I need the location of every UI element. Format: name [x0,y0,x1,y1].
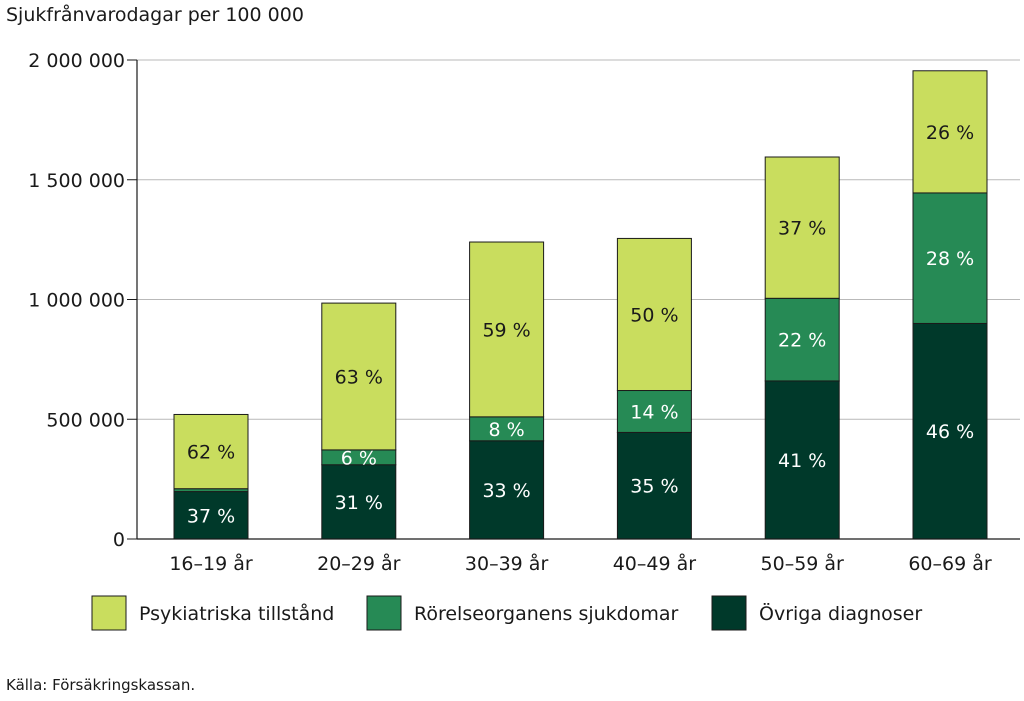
legend-item: Övriga diagnoser [711,595,922,631]
bar-segment [321,302,397,451]
x-tick-label: 30–39 år [465,552,549,575]
x-tick-label: 60–69 år [908,552,992,575]
y-axis: 0 500 000 1 000 000 1 500 000 2 000 000 [28,50,138,551]
legend: Psykiatriska tillstånd Rörelseorganens sj… [91,595,922,631]
data-label: 37 % [187,505,235,527]
x-axis: 16–19 år 20–29 år 30–39 år 40–49 år 50–59 år… [137,538,1020,575]
bar-segment [616,237,692,392]
bar-group: 41 % 22 % 37 % [764,156,840,540]
legend-label: Rörelseorganens sjukdomar [414,603,679,625]
legend-label: Psykiatriska tillstånd [139,602,334,625]
legend-label: Övriga diagnoser [759,602,922,625]
data-label: 31 % [335,492,383,514]
y-tick-label: 1 500 000 [28,170,125,192]
data-label: 33 % [482,480,530,502]
data-label: 28 % [926,248,974,270]
data-label: 59 % [482,319,530,341]
x-tick-label: 40–49 år [613,552,697,575]
y-tick-label: 1 000 000 [28,290,125,312]
bar-segment [173,491,249,540]
bar-segment [616,431,692,540]
x-tick-label: 16–19 år [169,552,253,575]
data-label: 22 % [778,330,826,352]
y-axis-title: Sjukfrånvarodagar per 100 000 [6,4,304,26]
bar-segment [173,413,249,490]
data-label: 63 % [335,366,383,388]
bar-segment [764,156,840,299]
y-tick-label: 500 000 [46,409,125,431]
data-label: 6 % [341,447,377,469]
data-label: 50 % [630,304,678,326]
bars: 37 % 62 % 31 % 6 % 63 % 33 % 8 % 59 % 35 % 14 % 50… [173,70,988,540]
gridlines [137,59,1020,420]
legend-swatch [91,595,127,631]
bar-segment [912,192,988,324]
data-label: 35 % [630,476,678,498]
bar-group: 31 % 6 % 63 % [321,302,397,540]
y-tick-label: 2 000 000 [28,50,125,72]
data-label: 41 % [778,450,826,472]
y-tick-label: 0 [113,529,125,551]
legend-item: Rörelseorganens sjukdomar [366,595,679,631]
bar-segment [912,322,988,540]
bar-group: 37 % 62 % [173,413,249,540]
bar-group: 33 % 8 % 59 % [469,241,545,540]
x-tick-label: 20–29 år [317,552,401,575]
bar-segment [764,297,840,382]
legend-swatch [366,595,402,631]
data-label: 62 % [187,442,235,464]
bar-segment [764,380,840,540]
data-label: 37 % [778,218,826,240]
bar-group: 35 % 14 % 50 % [616,237,692,540]
legend-item: Psykiatriska tillstånd [91,595,334,631]
data-label: 26 % [926,122,974,144]
bar-group: 46 % 28 % 26 % [912,70,988,540]
data-label: 46 % [926,421,974,443]
bar-segment [469,241,545,418]
x-tick-label: 50–59 år [761,552,845,575]
bar-segment [616,390,692,433]
data-label: 14 % [630,401,678,423]
source-note: Källa: Försäkringskassan. [6,676,196,694]
bar-segment [912,70,988,194]
data-label: 8 % [489,419,525,441]
legend-swatch [711,595,747,631]
